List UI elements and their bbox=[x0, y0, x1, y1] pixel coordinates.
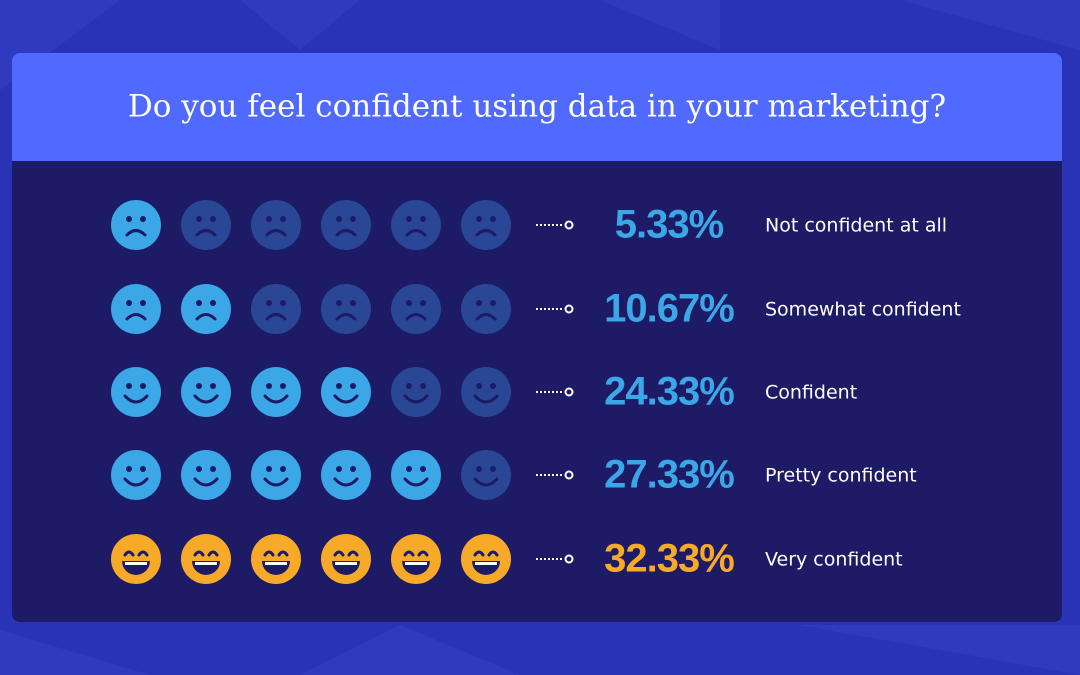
face-icon bbox=[111, 534, 161, 584]
face-icon bbox=[391, 450, 441, 500]
face-icon bbox=[181, 284, 231, 334]
face-icon bbox=[391, 200, 441, 250]
connector-dot bbox=[564, 220, 574, 230]
face-icon bbox=[391, 284, 441, 334]
answer-label: Not confident at all bbox=[765, 215, 947, 237]
face-icon bbox=[251, 200, 301, 250]
face-icon bbox=[111, 284, 161, 334]
percent: 32.33% bbox=[604, 537, 734, 581]
face-icon bbox=[251, 367, 301, 417]
face-icon bbox=[321, 450, 371, 500]
connector-dot bbox=[564, 387, 574, 397]
face-icon bbox=[461, 284, 511, 334]
percent: 5.33% bbox=[615, 203, 724, 247]
face-icon bbox=[461, 534, 511, 584]
percent: 27.33% bbox=[604, 453, 734, 497]
percent: 24.33% bbox=[604, 370, 734, 414]
face-icon bbox=[461, 367, 511, 417]
connector-dot bbox=[564, 554, 574, 564]
face-icon bbox=[181, 450, 231, 500]
face-icon bbox=[321, 200, 371, 250]
face-icon bbox=[391, 367, 441, 417]
face-icon bbox=[461, 450, 511, 500]
face-icon bbox=[111, 450, 161, 500]
answer-label: Somewhat confident bbox=[765, 299, 961, 321]
answer-label: Pretty confident bbox=[765, 465, 917, 487]
connector-dot bbox=[564, 304, 574, 314]
face-icon bbox=[181, 200, 231, 250]
percent: 10.67% bbox=[604, 287, 734, 331]
face-icon bbox=[181, 367, 231, 417]
face-icon bbox=[111, 200, 161, 250]
face-icon bbox=[391, 534, 441, 584]
face-icon bbox=[251, 534, 301, 584]
connector-dot bbox=[564, 470, 574, 480]
face-icon bbox=[251, 450, 301, 500]
header bbox=[12, 53, 1062, 161]
face-icon bbox=[181, 534, 231, 584]
face-icon bbox=[251, 284, 301, 334]
title: Do you feel confident using data in your… bbox=[128, 89, 946, 125]
answer-label: Confident bbox=[765, 382, 857, 404]
answer-label: Very confident bbox=[765, 549, 903, 571]
face-icon bbox=[321, 367, 371, 417]
face-icon bbox=[111, 367, 161, 417]
face-icon bbox=[461, 200, 511, 250]
face-icon bbox=[321, 534, 371, 584]
face-icon bbox=[321, 284, 371, 334]
